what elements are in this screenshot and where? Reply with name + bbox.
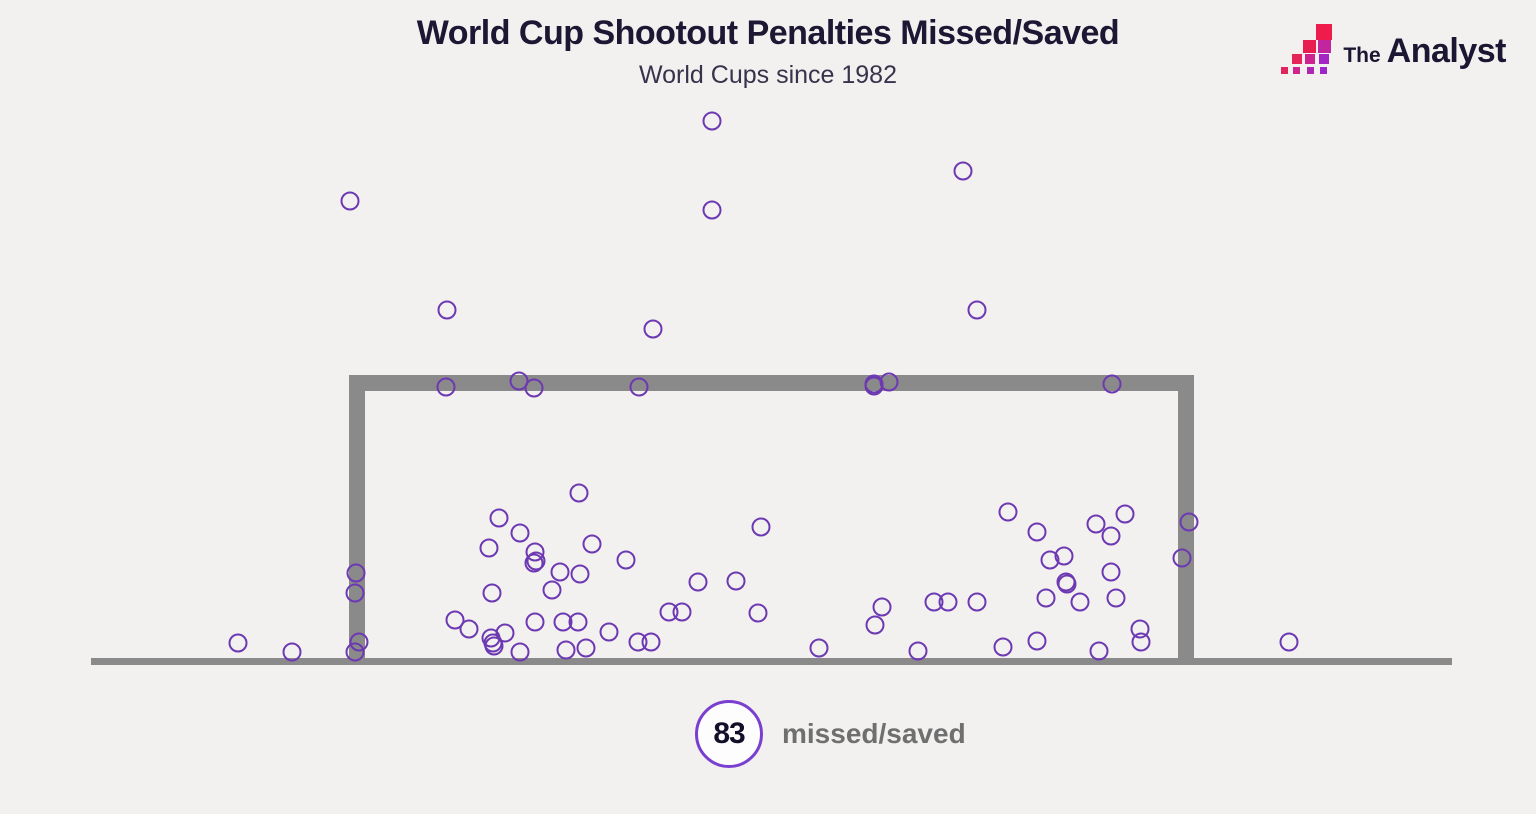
penalty-dot bbox=[726, 571, 746, 591]
penalty-dot bbox=[998, 502, 1018, 522]
penalty-dot bbox=[1106, 588, 1126, 608]
page-title: World Cup Shootout Penalties Missed/Save… bbox=[416, 14, 1120, 52]
penalty-dot bbox=[576, 638, 596, 658]
penalty-dot bbox=[340, 191, 360, 211]
penalty-dot bbox=[688, 572, 708, 592]
goal-line bbox=[91, 658, 1452, 665]
penalty-dot bbox=[1279, 632, 1299, 652]
penalty-dot bbox=[865, 615, 885, 635]
penalty-dot bbox=[938, 592, 958, 612]
penalty-dot bbox=[599, 622, 619, 642]
penalty-dot bbox=[495, 623, 515, 643]
penalty-dot bbox=[1102, 374, 1122, 394]
penalty-dot bbox=[459, 619, 479, 639]
penalty-dot bbox=[702, 111, 722, 131]
pixel-stairs-icon bbox=[1279, 22, 1333, 81]
penalty-dot bbox=[1101, 526, 1121, 546]
penalty-dot bbox=[550, 562, 570, 582]
logo-the: The bbox=[1343, 44, 1381, 67]
penalty-dot bbox=[1027, 631, 1047, 651]
penalty-dot bbox=[641, 632, 661, 652]
penalty-dot bbox=[483, 633, 503, 653]
penalty-dot bbox=[872, 597, 892, 617]
penalty-dot bbox=[556, 640, 576, 660]
penalty-dot bbox=[228, 633, 248, 653]
penalty-dot bbox=[629, 377, 649, 397]
penalty-dot bbox=[953, 161, 973, 181]
penalty-dot bbox=[510, 523, 530, 543]
penalty-dot bbox=[643, 319, 663, 339]
penalty-dot bbox=[1172, 548, 1192, 568]
penalty-dot bbox=[346, 563, 366, 583]
penalty-dot bbox=[568, 612, 588, 632]
penalty-dot bbox=[437, 300, 457, 320]
logo-analyst: Analyst bbox=[1386, 32, 1507, 70]
penalty-dot bbox=[1036, 588, 1056, 608]
penalty-dot bbox=[864, 374, 884, 394]
penalty-dot bbox=[510, 642, 530, 662]
penalty-dot bbox=[809, 638, 829, 658]
penalty-dot bbox=[967, 592, 987, 612]
chart-header: World Cup Shootout Penalties Missed/Save… bbox=[0, 14, 1536, 90]
logo-wordmark: The Analyst bbox=[1343, 32, 1506, 71]
penalty-dot bbox=[282, 642, 302, 662]
penalty-dot bbox=[702, 200, 722, 220]
penalty-dot bbox=[526, 551, 546, 571]
penalty-dot bbox=[1054, 546, 1074, 566]
penalty-dot bbox=[542, 580, 562, 600]
penalty-dot bbox=[1086, 514, 1106, 534]
penalty-dot bbox=[1027, 522, 1047, 542]
penalty-dot bbox=[1179, 512, 1199, 532]
penalty-dot bbox=[1101, 562, 1121, 582]
penalty-dot bbox=[436, 377, 456, 397]
penalty-dot bbox=[479, 538, 499, 558]
penalty-dot bbox=[482, 583, 502, 603]
penalty-dot bbox=[582, 534, 602, 554]
penalty-dot bbox=[569, 483, 589, 503]
penalty-dot bbox=[489, 508, 509, 528]
penalty-dot bbox=[993, 637, 1013, 657]
penalty-dot bbox=[524, 378, 544, 398]
penalty-dot bbox=[345, 583, 365, 603]
penalty-dot bbox=[908, 641, 928, 661]
penalty-dot bbox=[1070, 592, 1090, 612]
penalty-dot bbox=[616, 550, 636, 570]
penalty-dot bbox=[345, 642, 365, 662]
penalty-dot bbox=[570, 564, 590, 584]
penalty-dot bbox=[1089, 641, 1109, 661]
penalty-dot bbox=[751, 517, 771, 537]
the-analyst-logo: The Analyst bbox=[1279, 22, 1507, 81]
penalty-dot bbox=[525, 612, 545, 632]
page-subtitle: World Cups since 1982 bbox=[638, 61, 897, 89]
penalty-dot bbox=[1115, 504, 1135, 524]
penalty-dot bbox=[1131, 632, 1151, 652]
penalty-dot bbox=[1057, 574, 1077, 594]
penalty-dot bbox=[967, 300, 987, 320]
penalty-dot bbox=[748, 603, 768, 623]
penalty-dot bbox=[672, 602, 692, 622]
